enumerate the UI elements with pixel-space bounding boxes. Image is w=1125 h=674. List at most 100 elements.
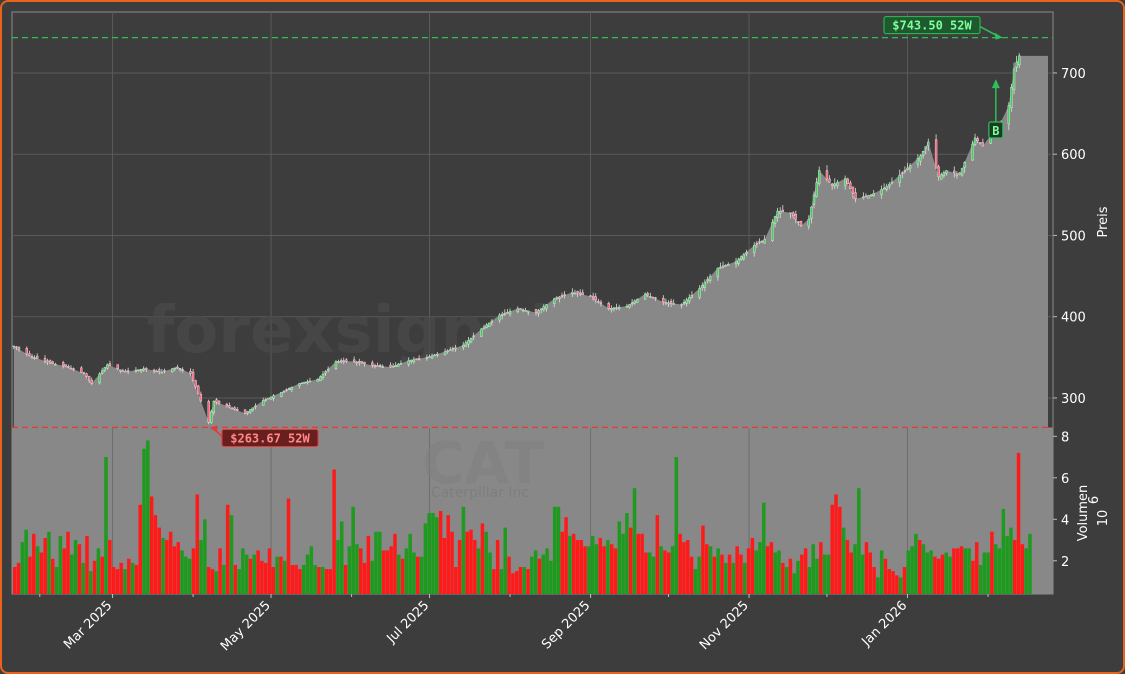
volume-bar <box>419 556 424 594</box>
candle-body <box>716 267 720 278</box>
volume-bar <box>115 569 120 594</box>
candle-body <box>742 254 746 259</box>
candle-body <box>339 360 343 362</box>
candle-body <box>851 186 855 194</box>
candle-body <box>72 368 75 370</box>
volume-bar <box>670 546 675 594</box>
time-tick-label: Nov 2025 <box>697 598 752 653</box>
volume-bar <box>868 552 873 594</box>
volume-bar <box>70 554 74 594</box>
volume-bar <box>275 556 279 594</box>
volume-bar <box>366 535 371 594</box>
candle-body <box>54 363 57 366</box>
candle-body <box>480 328 483 337</box>
volume-bar <box>872 567 876 594</box>
volume-bar <box>613 548 618 594</box>
volume-bar <box>705 544 709 594</box>
candle-body <box>1015 62 1018 68</box>
volume-bar <box>454 567 458 594</box>
candle-body <box>654 297 657 299</box>
candle-body <box>90 379 93 384</box>
candle-body <box>1010 86 1013 108</box>
volume-bar <box>891 571 895 594</box>
volume-bar <box>111 567 116 594</box>
volume-bar <box>545 548 549 594</box>
candle-body <box>508 311 512 315</box>
candle-body <box>488 322 491 327</box>
volume-bar <box>138 504 142 594</box>
candle-body <box>976 138 979 141</box>
volume-bar <box>130 562 135 594</box>
volume-bar <box>279 556 283 594</box>
candle-body <box>433 354 436 357</box>
volume-bar <box>457 540 462 594</box>
candle-body <box>228 405 231 408</box>
volume-bar <box>16 562 21 594</box>
candle-body <box>12 345 15 348</box>
high-52w-label: $743.50 52W <box>892 19 972 33</box>
candle-body <box>454 347 457 350</box>
candle-body <box>407 360 410 365</box>
volume-bar <box>476 548 481 594</box>
volume-exponent-base: 10 <box>1096 510 1111 527</box>
candle-body <box>617 306 621 309</box>
volume-bar <box>404 548 409 594</box>
candle-body <box>906 167 909 170</box>
volume-bar <box>914 533 918 594</box>
volume-bar <box>849 552 853 594</box>
volume-bar <box>20 542 25 594</box>
candle-body <box>251 407 255 411</box>
volume-bar <box>492 569 496 594</box>
candle-body <box>903 170 907 172</box>
candle-body <box>82 372 86 374</box>
time-tick-label: Sep 2025 <box>539 598 593 652</box>
candle-body <box>934 139 938 169</box>
volume-bar <box>731 562 736 594</box>
volume-bar <box>13 567 17 594</box>
volume-bar <box>773 552 777 594</box>
candle-body <box>737 258 740 264</box>
volume-bar <box>815 558 819 594</box>
price-tick-label: 600 <box>1061 148 1086 163</box>
candle-body <box>215 399 218 403</box>
volume-bar <box>636 533 641 594</box>
annotations: $743.50 52W $263.67 52W B <box>209 16 1004 447</box>
volume-bar <box>750 537 755 594</box>
candle-body <box>908 165 912 169</box>
candle-body <box>945 170 948 174</box>
candle-body <box>103 367 106 371</box>
volume-bar <box>628 527 633 594</box>
candle-body <box>189 370 192 374</box>
volume-bar <box>317 567 321 594</box>
price-area-fill <box>13 55 1048 428</box>
volume-bar <box>895 575 899 594</box>
volume-bar <box>431 513 435 594</box>
volume-bar <box>416 556 420 594</box>
volume-bar <box>720 554 724 594</box>
volume-bar <box>119 562 123 594</box>
volume-bar <box>571 533 576 594</box>
candle-body <box>818 170 821 184</box>
volume-tick-label: 8 <box>1061 430 1069 445</box>
volume-bar <box>910 546 914 594</box>
volume-bar <box>153 515 158 594</box>
candle-body <box>555 297 558 299</box>
low-52w-arrowhead <box>209 425 218 433</box>
candle-body <box>724 264 727 267</box>
volume-bar <box>716 548 720 594</box>
candle-body <box>80 367 83 373</box>
candle-body <box>121 370 125 372</box>
volume-bar <box>769 542 774 594</box>
candle-body <box>680 304 683 306</box>
candle-body <box>264 399 267 401</box>
volume-bar <box>225 504 230 594</box>
reference-lines <box>12 36 1053 429</box>
candle-body <box>1007 105 1011 125</box>
volume-bar <box>473 540 477 594</box>
volume-bar <box>1001 508 1006 594</box>
candle-body <box>246 411 249 414</box>
candle-body <box>285 389 288 391</box>
volume-bar <box>199 540 203 594</box>
candle-body <box>612 307 616 310</box>
volume-bar <box>1005 535 1009 594</box>
